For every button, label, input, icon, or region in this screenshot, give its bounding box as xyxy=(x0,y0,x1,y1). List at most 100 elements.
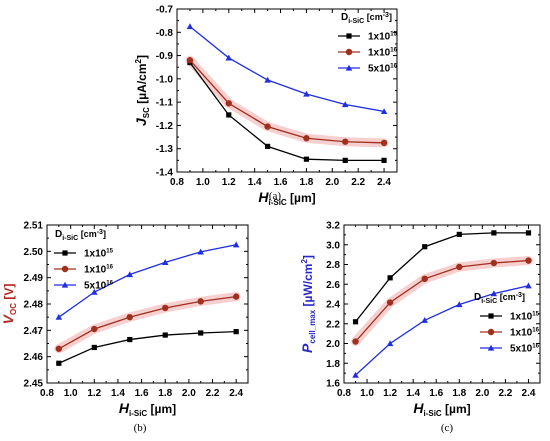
y-tick-label: 2.46 xyxy=(24,352,44,363)
data-point xyxy=(126,271,134,278)
x-tick-label: 1.0 xyxy=(64,388,78,399)
data-point xyxy=(91,344,97,351)
series-line-2 xyxy=(58,244,237,318)
x-tick-label: 1.4 xyxy=(111,388,125,399)
data-point xyxy=(303,90,310,97)
data-point xyxy=(456,263,463,271)
data-point xyxy=(225,54,233,61)
y-tick-label: -1.3 xyxy=(156,144,174,155)
data-point xyxy=(232,241,240,248)
series-highlight-band xyxy=(54,292,241,354)
data-point xyxy=(490,290,498,297)
x-tick-label: 1.8 xyxy=(452,388,466,399)
legend-marker xyxy=(488,313,494,319)
y-tick-label: 2.8 xyxy=(326,260,340,271)
y-tick-label: 2.50 xyxy=(24,247,44,258)
y-tick-label: 3.0 xyxy=(326,240,340,251)
legend-entry-label: 5x1016 xyxy=(368,64,398,75)
legend: Di-SiC [cm-3] 1x1015 1x1016 5x1016 xyxy=(474,292,540,355)
legend-marker xyxy=(345,48,353,56)
x-tick-label: 2.0 xyxy=(475,388,489,399)
x-axis-label: Hi-SiC [µm] xyxy=(258,189,315,207)
data-point xyxy=(197,248,204,255)
legend-title: Di-SiC [cm-3] xyxy=(55,229,106,242)
y-tick-label: 2.2 xyxy=(326,319,340,330)
data-point xyxy=(198,330,204,336)
legend-marker xyxy=(346,33,352,39)
x-tick-label: 2.0 xyxy=(325,177,339,188)
legend-marker xyxy=(62,250,68,256)
legend: Di-SiC [cm-3] 1x1015 1x1016 5x1016 xyxy=(338,12,398,75)
data-point xyxy=(386,340,394,347)
y-tick-label: -0.9 xyxy=(156,51,174,62)
y-tick-label: 2.48 xyxy=(24,300,44,311)
data-point xyxy=(264,143,271,149)
data-point xyxy=(525,230,532,236)
data-point xyxy=(264,123,271,130)
y-tick-label: 2.51 xyxy=(24,221,44,232)
data-point xyxy=(197,298,204,305)
series-line-1 xyxy=(355,259,529,342)
x-tick-label: 2.2 xyxy=(206,388,220,399)
x-tick-label: 1.2 xyxy=(87,388,101,399)
y-tick-label: -1.1 xyxy=(156,98,174,109)
data-point xyxy=(352,319,359,325)
data-point xyxy=(55,345,63,352)
legend-entry-label: 1x1015 xyxy=(84,249,114,260)
x-tick-label: 1.4 xyxy=(406,388,420,399)
legend-entry-label: 5x1016 xyxy=(510,344,540,355)
y-tick-label: 3.2 xyxy=(326,221,340,232)
y-tick-label: 2.4 xyxy=(326,300,340,311)
data-point xyxy=(381,157,387,163)
x-tick-label: 2.4 xyxy=(522,388,536,399)
data-point xyxy=(233,329,239,335)
chart-panel-c: 0.8 1.0 1.2 1.4 1.6 1.8 2.0 2.2 2.4 1.6 1.8 2.0 2.2 2… xyxy=(299,221,541,434)
series-line-2 xyxy=(189,25,385,113)
data-point xyxy=(387,275,393,281)
x-tick-label: 0.8 xyxy=(40,388,54,399)
y-tick-label: -1.4 xyxy=(156,168,174,179)
series-line-1 xyxy=(58,295,237,350)
data-point xyxy=(341,101,349,108)
data-point xyxy=(421,275,428,283)
x-tick-label: 1.6 xyxy=(429,388,443,399)
data-point xyxy=(525,257,532,264)
series-line-1 xyxy=(189,59,385,144)
legend-entry-label: 1x1016 xyxy=(84,265,114,276)
x-tick-label: 1.0 xyxy=(360,388,374,399)
legend-title: Di-SiC [cm-3] xyxy=(474,292,525,305)
chart-panel-b: 0.8 1.0 1.2 1.4 1.6 1.8 2.0 2.2 2.4 2.45 2.46 2.47 2… xyxy=(0,221,249,434)
x-tick-label: 2.2 xyxy=(498,388,512,399)
data-point xyxy=(303,156,310,162)
x-tick-label: 1.6 xyxy=(274,177,288,188)
legend-title: Di-SiC [cm-3] xyxy=(341,12,392,25)
data-point xyxy=(232,293,240,300)
legend-marker xyxy=(487,344,495,351)
x-tick-label: 1.2 xyxy=(222,177,236,188)
x-axis-label: Hi-SiC [µm] xyxy=(119,400,176,418)
series-line-0 xyxy=(189,62,385,162)
y-tick-label: 2.49 xyxy=(24,273,44,284)
legend-marker xyxy=(345,64,353,71)
data-point xyxy=(161,259,169,265)
x-axis-label: Hi-SiC [µm] xyxy=(413,400,470,418)
x-tick-label: 0.8 xyxy=(170,177,184,188)
x-tick-label: 1.8 xyxy=(158,388,172,399)
data-point xyxy=(127,336,133,343)
y-tick-label: 2.0 xyxy=(326,339,340,350)
y-axis-label: JSC [µA/cm2] xyxy=(133,55,151,126)
data-point xyxy=(386,299,394,306)
series-line-0 xyxy=(355,232,529,323)
series-line-2 xyxy=(355,285,529,376)
data-point xyxy=(421,317,428,323)
legend-entry-label: 1x1015 xyxy=(368,32,398,43)
data-point xyxy=(226,112,232,118)
y-tick-label: -1.0 xyxy=(156,74,174,85)
x-tick-label: 1.8 xyxy=(299,177,313,188)
legend-entry-label: 1x1016 xyxy=(510,328,540,339)
x-tick-label: 1.2 xyxy=(383,388,397,399)
data-point xyxy=(55,313,63,320)
data-point xyxy=(380,139,388,147)
y-tick-label: -0.7 xyxy=(156,5,174,16)
